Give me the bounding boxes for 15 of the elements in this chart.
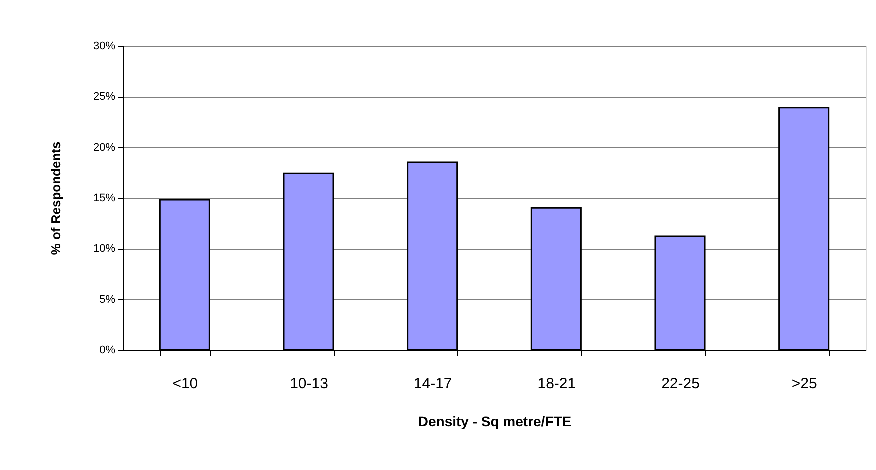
y-tick-label: 10% [93,243,116,256]
x-tick-label: 14-17 [414,376,452,392]
y-tick-label: 5% [100,294,116,306]
y-tick-label: 15% [93,192,116,204]
x-tick-label: 22-25 [662,376,700,392]
y-tick-label: 0% [100,344,116,356]
y-axis-title: % of Respondents [48,142,64,256]
x-tick-label: 18-21 [538,376,576,392]
y-tick-label: 20% [93,142,116,154]
x-axis-title: Density - Sq metre/FTE [418,414,572,430]
x-tick-label: 10-13 [290,376,328,392]
x-tick-label: >25 [792,376,818,392]
y-tick-label: 25% [93,91,116,104]
y-tick-label: 30% [93,40,116,52]
x-tick-label: <10 [172,376,198,392]
